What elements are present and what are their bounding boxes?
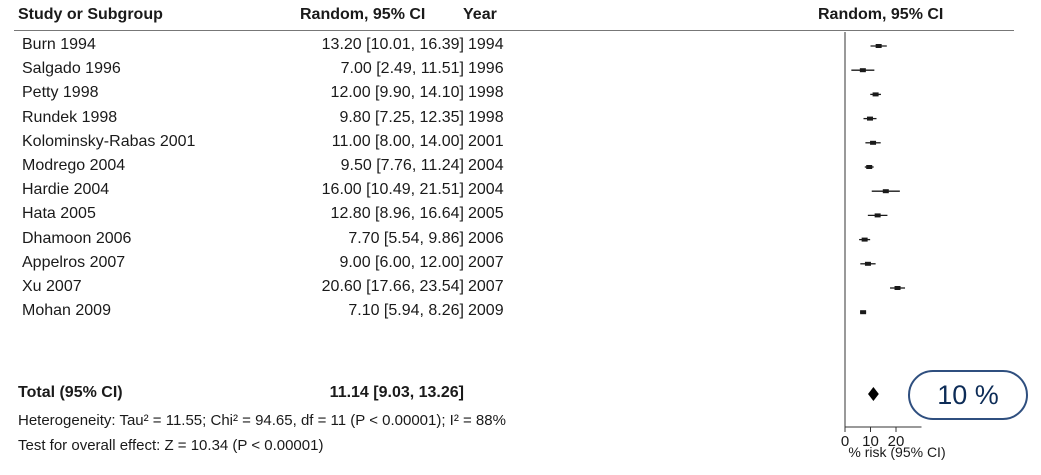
study-name: Hata 2005 [22, 205, 96, 223]
study-ci: 9.50 [7.76, 11.24] [340, 157, 464, 174]
study-year: 1996 [468, 60, 504, 78]
study-name: Hardie 2004 [22, 181, 110, 199]
point-estimate [894, 286, 901, 290]
study-year: 1998 [468, 84, 504, 102]
point-estimate [882, 189, 889, 194]
study-name: Appelros 2007 [22, 253, 126, 271]
study-name: Kolominsky-Rabas 2001 [22, 132, 196, 150]
study-ci: 7.70 [5.54, 9.86] [348, 229, 464, 247]
x-tick-label: 0 [841, 433, 849, 450]
study-ci: 20.60 [17.66, 23.54] [321, 278, 464, 295]
pooled-diamond [868, 387, 879, 401]
header-study: Study or Subgroup [18, 6, 163, 23]
point-estimate [866, 116, 873, 121]
total-label: Total (95% CI) [18, 384, 123, 401]
study-ci: 12.80 [8.96, 16.64] [330, 205, 464, 223]
study-name: Dhamoon 2006 [22, 229, 132, 247]
x-axis-title: % risk (95% CI) [848, 444, 946, 460]
percent-badge: 10 % [908, 370, 1028, 420]
study-year: 2006 [468, 229, 504, 247]
study-name: Mohan 2009 [22, 302, 111, 320]
point-estimate [860, 310, 867, 315]
study-name: Xu 2007 [22, 278, 82, 295]
study-ci: 13.20 [10.01, 16.39] [321, 36, 464, 53]
study-ci: 16.00 [10.49, 21.51] [321, 181, 464, 199]
point-estimate [874, 213, 881, 218]
point-estimate [866, 165, 873, 169]
point-estimate [859, 68, 866, 73]
study-name: Salgado 1996 [22, 60, 121, 78]
study-year: 2005 [468, 205, 504, 223]
study-year: 2007 [468, 278, 504, 295]
study-name: Petty 1998 [22, 84, 99, 102]
x-tick-label: 10 [862, 433, 879, 450]
study-ci: 9.00 [6.00, 12.00] [339, 253, 464, 271]
header-rule [14, 30, 1014, 31]
study-year: 1998 [468, 108, 504, 126]
header-year: Year [463, 6, 497, 23]
study-name: Modrego 2004 [22, 157, 126, 174]
study-year: 2004 [468, 157, 504, 174]
point-estimate [870, 140, 877, 145]
header-plot: Random, 95% CI [818, 6, 944, 23]
x-tick-label: 20 [888, 433, 905, 450]
study-ci: 7.10 [5.94, 8.26] [348, 302, 464, 320]
point-estimate [864, 261, 871, 266]
point-estimate [872, 92, 879, 97]
header-ci: Random, 95% CI [300, 6, 426, 23]
study-year: 2009 [468, 302, 504, 320]
overall-effect-text: Test for overall effect: Z = 10.34 (P < … [18, 437, 324, 454]
point-estimate [861, 237, 868, 242]
study-year: 2007 [468, 253, 504, 271]
study-ci: 12.00 [9.90, 14.10] [330, 84, 464, 102]
study-name: Burn 1994 [22, 36, 96, 53]
study-ci: 11.00 [8.00, 14.00] [331, 132, 464, 150]
point-estimate [875, 44, 882, 48]
study-year: 1994 [468, 36, 504, 53]
study-year: 2001 [468, 132, 504, 150]
heterogeneity-text: Heterogeneity: Tau² = 11.55; Chi² = 94.6… [18, 412, 506, 429]
study-name: Rundek 1998 [22, 108, 118, 126]
study-ci: 7.00 [2.49, 11.51] [340, 60, 464, 78]
study-ci: 9.80 [7.25, 12.35] [339, 108, 464, 126]
study-year: 2004 [468, 181, 504, 199]
total-ci: 11.14 [9.03, 13.26] [329, 384, 464, 401]
